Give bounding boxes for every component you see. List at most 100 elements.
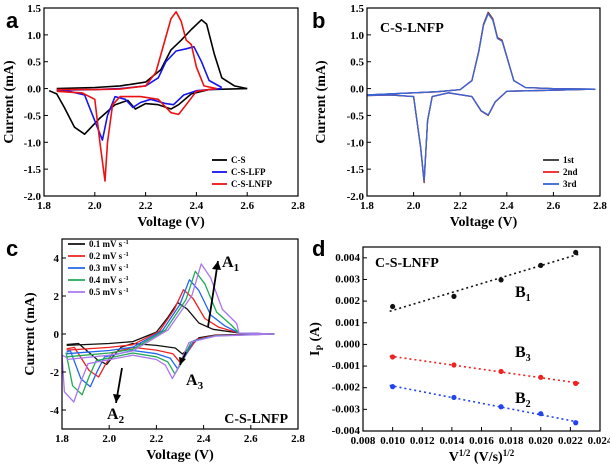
- fit-line-d-1: [389, 355, 580, 384]
- y-tick-label-b-1: -1.5: [347, 164, 365, 176]
- series-line-b-1-reverse: [366, 88, 596, 183]
- data-point-d-2-2: [498, 404, 504, 410]
- y-tick-label-b-3: -0.5: [347, 110, 365, 122]
- series-line-a-1-reverse: [56, 87, 222, 141]
- legend-label-c-0: 0.1 mV s -1: [89, 239, 129, 249]
- legend-label-c-3: 0.4 mV s -1: [89, 275, 129, 285]
- panel-label-b: b: [312, 8, 326, 33]
- chart-b: 1.8 2.0 2.2 2.4 2.6 2.8 -2.0 -1.5 -1.0 -0.5 0.0 0.5…: [305, 0, 610, 233]
- x-tick-label-b-2: 2.2: [453, 200, 467, 212]
- x-tick-label-c-3: 2.4: [197, 433, 211, 445]
- y-tick-label-c-0: -4: [50, 405, 60, 417]
- series-line-c-2-forward: [66, 279, 275, 355]
- data-point-d-0-4: [573, 249, 579, 256]
- y-tick-label-b-7: 1.5: [350, 3, 364, 15]
- y-tick-label-c-3: 2: [54, 291, 60, 303]
- series-line-c-3-reverse: [65, 333, 275, 396]
- series-line-c-0-forward: [66, 301, 275, 347]
- legend-label-b-0: 1st: [563, 155, 574, 165]
- series-label-d-0: B1: [515, 284, 531, 304]
- data-point-d-0-0: [390, 303, 396, 310]
- x-tick-label-c-4: 2.6: [244, 433, 258, 445]
- y-axis-label-d: IP (A): [308, 322, 325, 356]
- y-tick-label-d-5: 0.001: [335, 317, 360, 329]
- x-tick-label-b-3: 2.4: [500, 200, 514, 212]
- y-tick-label-b-2: -1.0: [347, 137, 365, 149]
- legend-label-b-2: 3rd: [563, 179, 577, 189]
- x-tick-label-c-1: 2.0: [102, 433, 116, 445]
- plot-frame-a: [43, 7, 299, 197]
- legend-label-a-0: C-S: [231, 155, 246, 165]
- series-line-a-0-reverse: [48, 87, 248, 135]
- x-tick-label-c-2: 2.2: [150, 433, 164, 445]
- y-tick-label-b-4: 0.0: [350, 84, 364, 96]
- x-tick-label-d-8: 0.024: [588, 435, 610, 447]
- x-tick-label-d-2: 0.012: [410, 435, 435, 447]
- chart-title-c: C-S-LNFP: [224, 412, 288, 427]
- annotation-a3: A3: [186, 372, 204, 392]
- series-label-d-2: B2: [515, 390, 531, 410]
- series-line-c-4-reverse: [61, 333, 275, 403]
- y-tick-label-a-1: -1.5: [24, 164, 42, 176]
- x-tick-label-b-5: 2.8: [593, 200, 607, 212]
- series-label-d-1: B3: [515, 344, 531, 364]
- y-tick-label-a-5: 0.5: [27, 57, 41, 69]
- y-axis-label-a: Current (mA): [2, 60, 17, 144]
- y-tick-label-d-4: 0.000: [335, 338, 360, 350]
- y-tick-label-a-7: 1.5: [27, 3, 41, 15]
- data-point-d-0-2: [498, 277, 504, 283]
- arrow-a1-shaft: [207, 260, 219, 328]
- arrow-a2-head: [113, 394, 121, 403]
- series-line-b-2-reverse: [366, 88, 596, 182]
- x-axis-label-c: Voltage (V): [146, 448, 214, 463]
- data-point-d-2-4: [573, 420, 579, 426]
- panel-label-d: d: [312, 236, 326, 261]
- x-tick-label-d-5: 0.018: [499, 435, 524, 447]
- y-tick-label-c-1: -2: [50, 367, 60, 379]
- data-point-d-2-3: [538, 411, 544, 417]
- series-line-a-2-forward: [56, 11, 217, 91]
- series-line-c-4-forward: [66, 263, 275, 361]
- y-tick-label-d-0: -0.004: [332, 425, 361, 437]
- x-tick-label-d-0: 0.008: [351, 435, 376, 447]
- x-axis-label-a: Voltage (V): [137, 215, 205, 230]
- y-tick-label-c-4: 4: [54, 253, 60, 265]
- series-line-a-0-forward: [56, 19, 248, 90]
- y-axis-label-c: Current (mA): [23, 292, 38, 376]
- data-point-d-1-1: [451, 362, 457, 368]
- chart-title-b: C-S-LNFP: [380, 21, 444, 36]
- y-tick-label-b-0: -2.0: [347, 191, 365, 203]
- x-tick-label-a-0: 1.8: [37, 200, 51, 212]
- y-tick-label-a-6: 1.0: [27, 30, 41, 42]
- fit-line-d-2: [389, 384, 580, 424]
- x-tick-label-b-0: 1.8: [360, 200, 374, 212]
- series-line-c-1-forward: [66, 289, 275, 351]
- x-tick-label-d-6: 0.020: [528, 435, 553, 447]
- x-tick-label-a-4: 2.6: [240, 200, 254, 212]
- x-tick-label-d-3: 0.014: [440, 435, 465, 447]
- data-point-d-0-3: [538, 262, 544, 268]
- legend-label-c-1: 0.2 mV s -1: [89, 251, 129, 261]
- x-tick-label-a-2: 2.2: [139, 200, 153, 212]
- y-tick-label-b-5: 0.5: [350, 57, 364, 69]
- data-point-d-1-3: [538, 374, 544, 380]
- y-tick-label-a-2: -1.0: [24, 137, 42, 149]
- data-point-d-1-2: [498, 368, 504, 375]
- legend-label-a-1: C-S-LFP: [231, 167, 266, 177]
- y-tick-label-a-3: -0.5: [24, 110, 42, 122]
- y-axis-label-b: Current (mA): [314, 60, 329, 144]
- y-tick-label-a-0: -2.0: [24, 191, 42, 203]
- x-tick-label-a-5: 2.8: [291, 200, 305, 212]
- series-line-b-2-forward: [366, 13, 596, 96]
- plot-frame-d: [362, 246, 601, 432]
- series-line-a-2-reverse: [56, 87, 217, 182]
- chart-c: 1.8 2.0 2.2 2.4 2.6 2.8 -4 -2 0 2 4 Voltage (V) Curr…: [0, 233, 305, 466]
- x-axis-label-b: Voltage (V): [450, 215, 518, 230]
- y-tick-label-d-1: -0.003: [332, 403, 361, 415]
- plot-frame-b: [366, 7, 601, 197]
- y-tick-label-b-6: 1.0: [350, 30, 364, 42]
- annotation-a1: A1: [222, 254, 239, 274]
- arrow-a3-head: [179, 357, 186, 365]
- x-tick-label-d-4: 0.016: [469, 435, 494, 447]
- series-line-c-2-reverse: [66, 333, 275, 388]
